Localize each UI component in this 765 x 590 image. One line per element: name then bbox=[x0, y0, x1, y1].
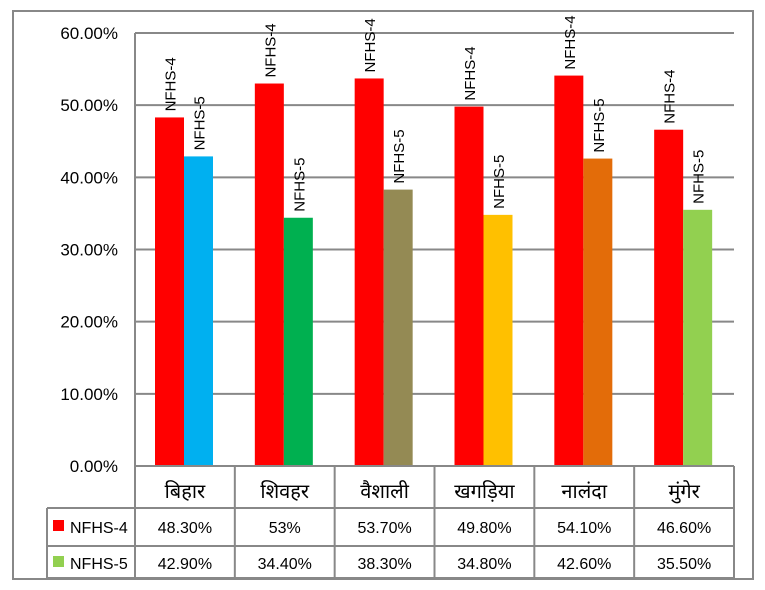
y-tick-label: 40.00% bbox=[60, 168, 118, 187]
table-cell: 48.30% bbox=[158, 520, 212, 537]
bar-data-label: NFHS-5 bbox=[291, 158, 308, 212]
bar-nfhs-4 bbox=[654, 129, 684, 466]
table-cell: 54.10% bbox=[557, 520, 611, 537]
category-label: वैशाली bbox=[360, 480, 409, 503]
table-cell: 49.80% bbox=[457, 520, 511, 537]
legend-label: NFHS-5 bbox=[70, 556, 128, 573]
bar-nfhs-5 bbox=[383, 189, 413, 466]
legend-label: NFHS-4 bbox=[70, 520, 128, 537]
y-tick-label: 30.00% bbox=[60, 241, 118, 260]
legend-swatch bbox=[53, 520, 64, 531]
bar-data-label: NFHS-5 bbox=[391, 129, 408, 183]
bar-data-label: NFHS-4 bbox=[662, 70, 679, 124]
table-cell: 42.60% bbox=[557, 556, 611, 573]
bar-data-label: NFHS-5 bbox=[192, 96, 209, 150]
y-tick-label: 0.00% bbox=[70, 457, 118, 476]
bar-nfhs-5 bbox=[683, 209, 713, 466]
table-cell: 34.80% bbox=[457, 556, 511, 573]
bar-data-label: NFHS-5 bbox=[691, 150, 708, 204]
table-cell: 35.50% bbox=[657, 556, 711, 573]
bar-data-label: NFHS-4 bbox=[462, 46, 479, 100]
y-tick-label: 20.00% bbox=[60, 313, 118, 332]
bar-nfhs-5 bbox=[483, 214, 513, 466]
bar-nfhs-5 bbox=[283, 217, 313, 466]
bar-data-label: NFHS-5 bbox=[491, 155, 508, 209]
bar-data-label: NFHS-4 bbox=[163, 57, 180, 111]
bar-data-label: NFHS-4 bbox=[262, 23, 279, 77]
category-label: नालंदा bbox=[561, 481, 607, 503]
category-label: खगड़िया bbox=[454, 480, 515, 503]
category-label: मुंगेर bbox=[668, 480, 700, 504]
y-tick-label: 10.00% bbox=[60, 385, 118, 404]
table-cell: 38.30% bbox=[357, 556, 411, 573]
bar-nfhs-5 bbox=[184, 156, 213, 466]
bar-nfhs-5 bbox=[583, 158, 613, 466]
y-tick-label: 60.00% bbox=[60, 24, 118, 43]
y-tick-label: 50.00% bbox=[60, 96, 118, 115]
category-label: बिहार bbox=[165, 480, 206, 503]
category-label: शिवहर bbox=[260, 480, 310, 503]
bar-nfhs-4 bbox=[254, 83, 284, 467]
legend-swatch bbox=[53, 556, 64, 567]
table-cell: 53.70% bbox=[357, 520, 411, 537]
bar-nfhs-4 bbox=[354, 78, 384, 466]
table-cell: 42.90% bbox=[158, 556, 212, 573]
table-cell: 53% bbox=[269, 520, 301, 537]
bar-data-label: NFHS-5 bbox=[591, 98, 608, 152]
bar-nfhs-4 bbox=[155, 117, 184, 466]
bar-nfhs-4 bbox=[554, 75, 584, 466]
table-cell: 34.40% bbox=[258, 556, 312, 573]
bar-data-label: NFHS-4 bbox=[562, 15, 579, 69]
bar-data-label: NFHS-4 bbox=[362, 18, 379, 72]
table-cell: 46.60% bbox=[657, 520, 711, 537]
bar-nfhs-4 bbox=[454, 106, 484, 467]
